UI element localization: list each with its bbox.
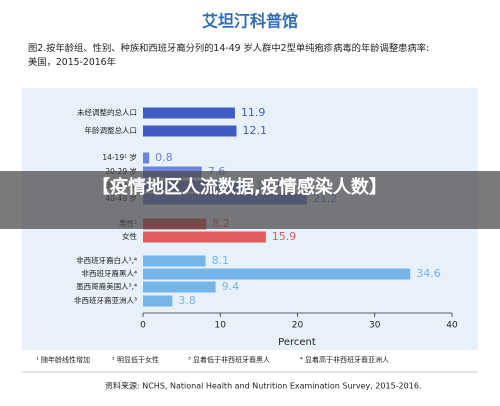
- x-tick-label: 20: [292, 321, 304, 331]
- y-tick-label: 14-19¹ 岁: [102, 152, 137, 162]
- bar: [143, 107, 235, 119]
- footnote: ⁴ 显着高于非西班牙裔亚洲人: [300, 355, 389, 364]
- bar: [143, 231, 266, 243]
- value-label: 9.4: [222, 280, 240, 293]
- overlay-banner: 【疫情地区人流数据,疫情感染人数】: [0, 171, 500, 229]
- bar: [143, 125, 237, 137]
- value-label: 15.9: [272, 230, 297, 243]
- x-tick-label: 40: [446, 321, 458, 331]
- bar: [143, 152, 150, 164]
- x-tick-label: 30: [369, 321, 381, 331]
- title-line: 图2.按年龄组、性别、种族和西班牙裔分列的14-49 岁人群中2型单纯疱疹病毒的…: [28, 42, 429, 54]
- footnote: ³ 显着低于非西班牙裔黑人: [188, 355, 270, 364]
- title-line: 美国，2015-2016年: [28, 56, 116, 68]
- y-tick-label: 年龄调整总人口: [85, 125, 138, 135]
- y-tick-label: 墨西哥裔美国人³,⁴: [76, 281, 137, 291]
- footnote: ² 明显低于女性: [112, 355, 159, 364]
- x-tick-label: 0: [140, 321, 146, 331]
- y-tick-label: 未经调整的总人口: [77, 107, 137, 117]
- bar: [143, 281, 216, 293]
- y-tick-label: 非西班牙裔白人³,⁴: [76, 255, 137, 265]
- chart-title: 图2.按年龄组、性别、种族和西班牙裔分列的14-49 岁人群中2型单纯疱疹病毒的…: [28, 42, 429, 68]
- footnote: ¹ 随年龄线性增加: [36, 355, 90, 364]
- y-tick-label: 非西班牙裔亚洲人³: [74, 295, 137, 305]
- y-tick-label: 女性: [122, 231, 137, 241]
- value-label: 34.6: [416, 267, 441, 280]
- source: 资料来源: NCHS, National Health and Nutritio…: [105, 381, 421, 391]
- bar: [143, 295, 173, 307]
- header: 艾坦汀科普馆: [202, 12, 298, 31]
- y-tick-label: 非西班牙裔黑人⁴: [81, 268, 137, 278]
- x-axis-label: Percent: [278, 337, 316, 348]
- value-label: 0.8: [155, 151, 173, 164]
- x-tick-label: 10: [215, 321, 227, 331]
- overlay-text: 【疫情地区人流数据,疫情感染人数】: [92, 177, 387, 198]
- bar: [143, 268, 411, 280]
- value-label: 3.8: [178, 294, 196, 307]
- value-label: 8.1: [212, 254, 230, 267]
- bar: [143, 255, 206, 267]
- value-label: 12.1: [242, 124, 267, 137]
- value-label: 11.9: [241, 106, 265, 119]
